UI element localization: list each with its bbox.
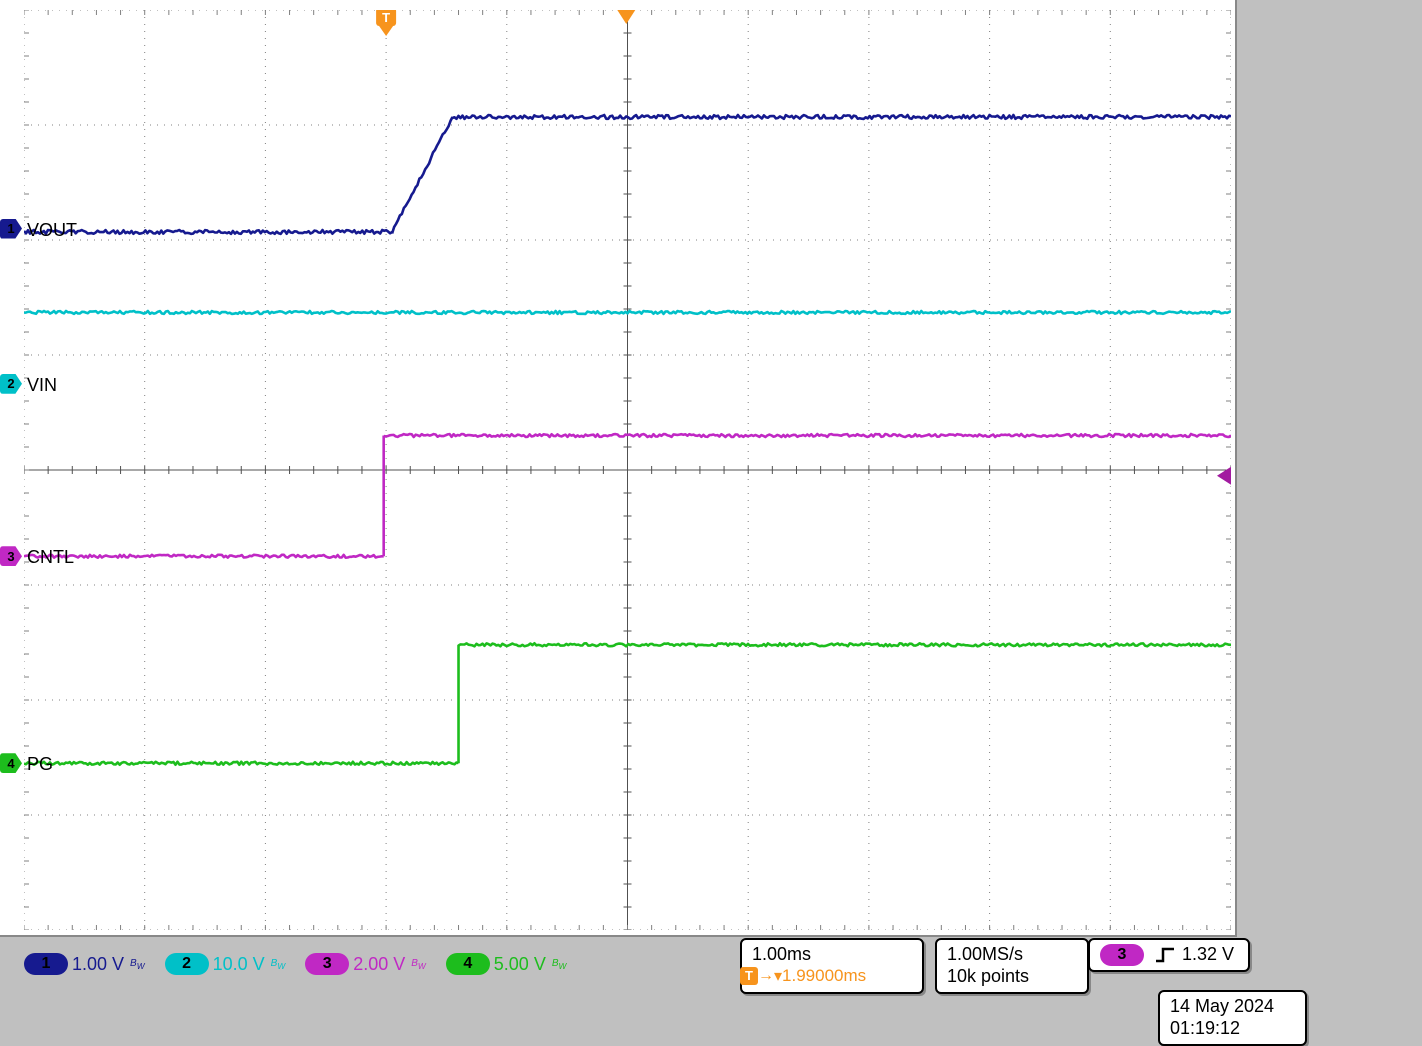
channel-3-chip: 3 [305, 953, 349, 975]
sample-box: 1.00MS/s 10k points [935, 938, 1089, 994]
channel-1-label: VOUT [27, 220, 77, 241]
channel-2-chip: 2 [165, 953, 209, 975]
channel-1-scale: 1 1.00 V BW [24, 953, 147, 975]
record-length: 10k points [947, 966, 1077, 988]
channel-2-scale: 2 10.0 V BW [165, 953, 288, 975]
datetime-box: 14 May 2024 01:19:12 [1158, 990, 1307, 1046]
channel-1-scale-text: 1.00 V [72, 954, 124, 975]
channel-4-scale-text: 5.00 V [494, 954, 546, 975]
waveform-plot: T [24, 10, 1231, 930]
trigger-source-chip: 3 [1100, 944, 1144, 966]
channel-1-chip: 1 [24, 953, 68, 975]
trigger-level: 1.32 V [1182, 944, 1234, 966]
channel-3-scale: 3 2.00 V BW [305, 953, 428, 975]
trigger-t-icon: T [740, 967, 758, 985]
down-caret-icon: ▾ [774, 966, 782, 986]
trigger-box: 3 1.32 V [1088, 938, 1250, 972]
channel-4-chip: 4 [446, 953, 490, 975]
bandwidth-badge: BW [411, 958, 426, 971]
bandwidth-badge: BW [552, 958, 567, 971]
scope-frame: T 1VOUT2VIN3CNTL4PG [0, 0, 1237, 937]
waveform-svg: T [24, 10, 1231, 930]
rising-edge-icon [1154, 945, 1176, 965]
channel-marker-bar [0, 0, 24, 935]
channel-2-label: VIN [27, 375, 57, 396]
channel-scale-bar: 1 1.00 V BW 2 10.0 V BW 3 2.00 V BW 4 5.00 V BW [24, 940, 586, 988]
right-arrow-icon: → [758, 967, 774, 985]
trigger-delay-row: T → ▾ 1.99000ms [740, 966, 866, 986]
date-text: 14 May 2024 [1170, 996, 1295, 1018]
channel-3-label: CNTL [27, 547, 74, 568]
svg-text:T: T [382, 10, 390, 25]
trigger-delay-value: 1.99000ms [782, 966, 866, 986]
channel-4-scale: 4 5.00 V BW [446, 953, 569, 975]
time-text: 01:19:12 [1170, 1018, 1295, 1040]
bandwidth-badge: BW [271, 958, 286, 971]
channel-2-scale-text: 10.0 V [213, 954, 265, 975]
channel-3-scale-text: 2.00 V [353, 954, 405, 975]
sample-rate: 1.00MS/s [947, 944, 1077, 966]
timebase-per-div: 1.00ms [752, 944, 912, 966]
channel-4-label: PG [27, 754, 53, 775]
bandwidth-badge: BW [130, 958, 145, 971]
